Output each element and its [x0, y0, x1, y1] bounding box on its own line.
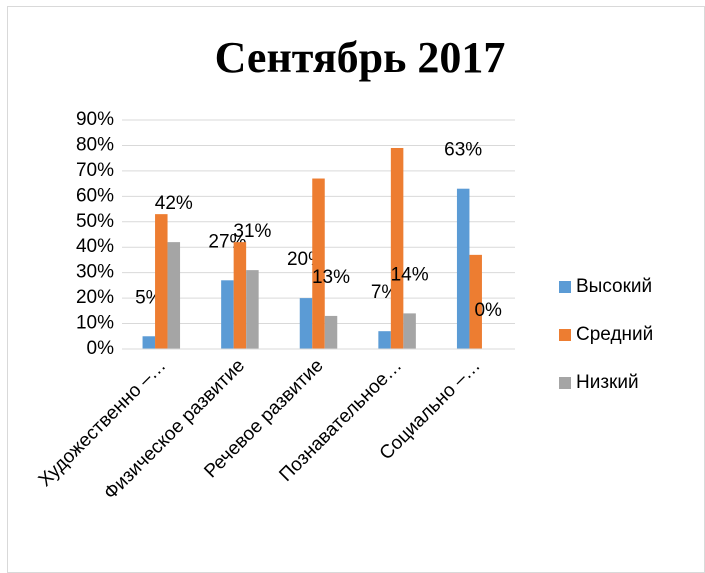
y-tick-label: 60%	[76, 185, 114, 206]
chart-title: Сентябрь 2017	[215, 33, 506, 82]
bar	[167, 242, 181, 349]
bar	[299, 298, 313, 349]
y-tick-label: 50%	[76, 211, 114, 232]
data-label: 63%	[444, 140, 482, 161]
y-tick-label: 20%	[76, 287, 114, 308]
x-tick-label: Художественно –…	[35, 355, 171, 491]
bar	[456, 188, 470, 349]
data-label: 14%	[391, 264, 429, 285]
x-tick-label: Физическое развитие	[100, 355, 249, 504]
data-label: 42%	[155, 193, 193, 214]
bar	[469, 254, 482, 349]
y-tick-label: 0%	[87, 338, 115, 359]
bar	[390, 147, 404, 349]
bar	[403, 313, 416, 349]
bar	[312, 178, 325, 349]
bar	[324, 315, 338, 349]
y-tick-label: 10%	[76, 313, 114, 334]
y-tick-label: 40%	[76, 236, 114, 257]
legend-swatch	[559, 329, 571, 341]
y-tick-label: 80%	[76, 134, 114, 155]
data-label: 31%	[233, 221, 271, 242]
legend-swatch	[559, 377, 571, 389]
bar	[378, 331, 391, 349]
bar	[221, 280, 234, 349]
bar	[142, 336, 156, 349]
bar	[155, 214, 168, 349]
legend-swatch	[559, 281, 571, 293]
legend-label: Средний	[576, 324, 653, 345]
bar	[246, 270, 259, 349]
y-tick-label: 70%	[76, 160, 114, 181]
legend-label: Низкий	[576, 372, 639, 393]
data-label: 0%	[474, 300, 502, 321]
y-tick-label: 90%	[76, 109, 114, 130]
data-label: 13%	[312, 267, 350, 288]
bar	[233, 242, 247, 349]
y-tick-label: 30%	[76, 262, 114, 283]
legend-label: Высокий	[576, 276, 652, 297]
